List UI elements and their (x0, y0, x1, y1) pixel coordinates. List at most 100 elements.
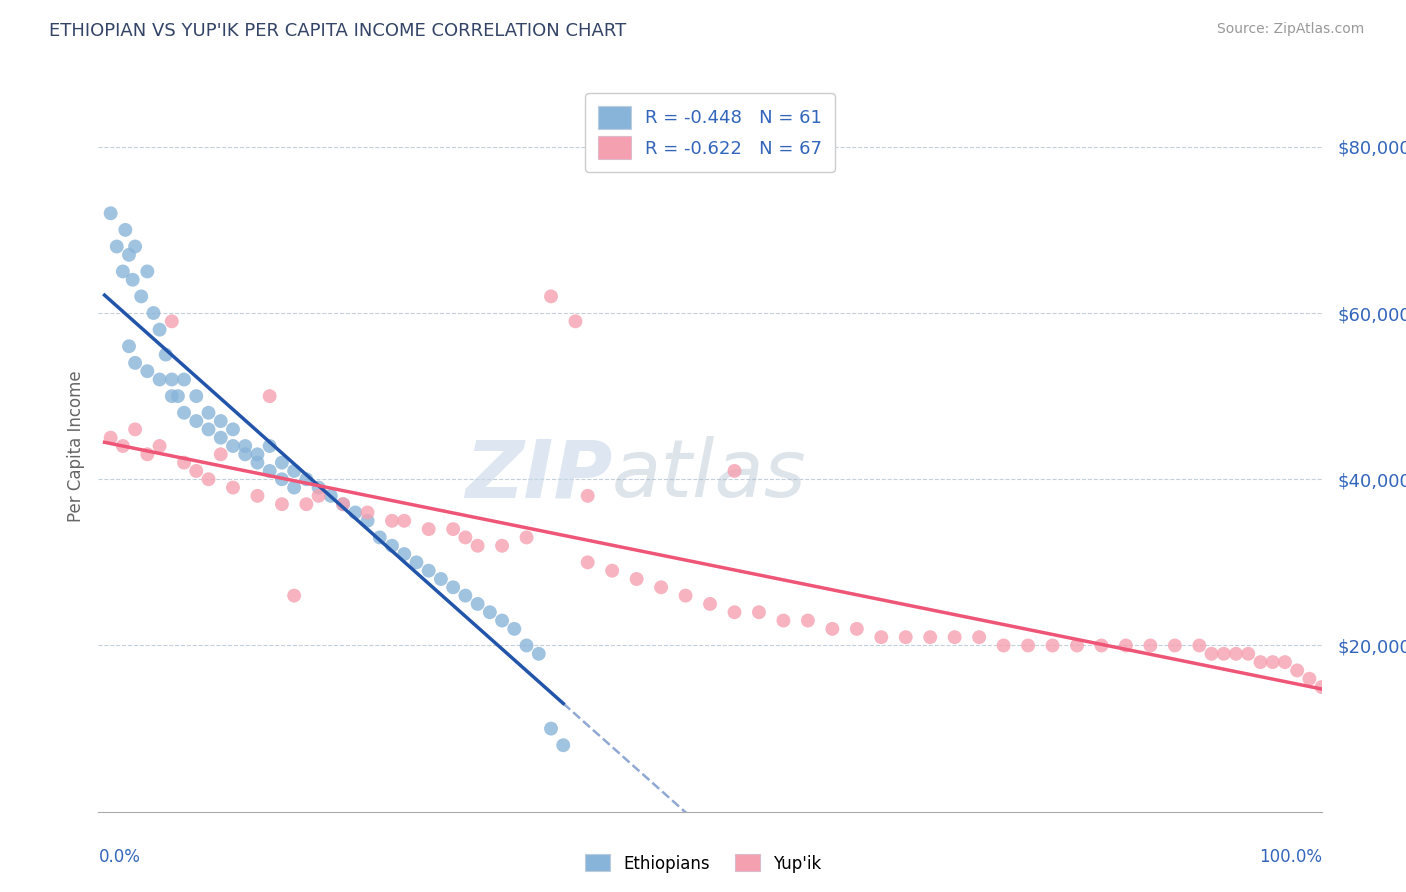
Point (920, 630, 942, 644)
Point (136, 447, 159, 461)
Point (467, 539, 489, 553)
Point (283, 464, 305, 478)
Point (160, 314, 183, 328)
Point (149, 372, 172, 386)
Point (259, 439, 281, 453)
Point (356, 514, 378, 528)
Point (821, 622, 844, 636)
Point (173, 456, 195, 470)
Text: Source: ZipAtlas.com: Source: ZipAtlas.com (1216, 22, 1364, 37)
Point (1286, 664, 1309, 678)
Text: atlas: atlas (612, 436, 807, 515)
Text: 100.0%: 100.0% (1258, 848, 1322, 866)
Point (197, 406, 219, 420)
Point (356, 506, 378, 520)
Point (797, 614, 820, 628)
Point (222, 422, 245, 436)
Point (478, 605, 501, 619)
Point (564, 314, 586, 328)
Point (418, 564, 440, 578)
Point (503, 622, 526, 636)
Point (142, 306, 165, 320)
Point (209, 431, 232, 445)
Point (270, 497, 294, 511)
Point (405, 555, 427, 569)
Point (748, 605, 770, 619)
Point (418, 522, 440, 536)
Point (1115, 639, 1137, 653)
Text: 0.0%: 0.0% (98, 848, 141, 866)
Point (121, 273, 143, 287)
Point (160, 389, 183, 403)
Point (454, 589, 477, 603)
Point (576, 489, 599, 503)
Point (233, 439, 256, 453)
Point (626, 572, 648, 586)
Point (516, 639, 538, 653)
Point (124, 422, 146, 436)
Point (1164, 639, 1187, 653)
Point (105, 239, 128, 253)
Point (1017, 639, 1039, 653)
Point (173, 372, 195, 386)
Point (186, 464, 208, 478)
Point (467, 597, 489, 611)
Point (160, 372, 183, 386)
Point (197, 472, 219, 486)
Point (723, 605, 745, 619)
Point (100, 206, 122, 220)
Point (259, 464, 281, 478)
Point (870, 630, 893, 644)
Text: ETHIOPIAN VS YUP'IK PER CAPITA INCOME CORRELATION CHART: ETHIOPIAN VS YUP'IK PER CAPITA INCOME CO… (49, 22, 627, 40)
Point (209, 414, 232, 428)
Point (173, 406, 195, 420)
Point (118, 248, 141, 262)
Point (222, 481, 245, 495)
Point (675, 589, 697, 603)
Point (246, 456, 269, 470)
Point (491, 614, 513, 628)
Point (1310, 680, 1333, 694)
Point (332, 497, 354, 511)
Point (111, 264, 134, 278)
Point (246, 489, 269, 503)
Point (381, 514, 404, 528)
Point (129, 289, 152, 303)
Point (149, 323, 172, 337)
Point (967, 630, 990, 644)
Point (540, 722, 562, 736)
Point (270, 472, 294, 486)
Point (1066, 639, 1088, 653)
Point (149, 439, 172, 453)
Point (516, 530, 538, 544)
Point (772, 614, 794, 628)
Point (308, 481, 330, 495)
Point (392, 514, 416, 528)
Point (186, 389, 208, 403)
Point (167, 389, 190, 403)
Legend: R = -0.448   N = 61, R = -0.622   N = 67: R = -0.448 N = 61, R = -0.622 N = 67 (585, 93, 835, 172)
Point (993, 639, 1015, 653)
Point (222, 439, 245, 453)
Legend: Ethiopians, Yup'ik: Ethiopians, Yup'ik (578, 847, 828, 880)
Point (1274, 655, 1296, 669)
Point (527, 647, 550, 661)
Point (1298, 672, 1320, 686)
Point (454, 530, 477, 544)
Point (943, 630, 966, 644)
Point (186, 414, 208, 428)
Point (283, 589, 305, 603)
Point (392, 547, 416, 561)
Point (650, 580, 672, 594)
Point (1261, 655, 1284, 669)
Point (197, 422, 219, 436)
Point (1188, 639, 1211, 653)
Point (1201, 647, 1223, 661)
Point (845, 622, 868, 636)
Point (1250, 655, 1272, 669)
Point (319, 489, 342, 503)
Point (368, 530, 391, 544)
Point (111, 439, 134, 453)
Point (246, 447, 269, 461)
Point (1090, 639, 1112, 653)
